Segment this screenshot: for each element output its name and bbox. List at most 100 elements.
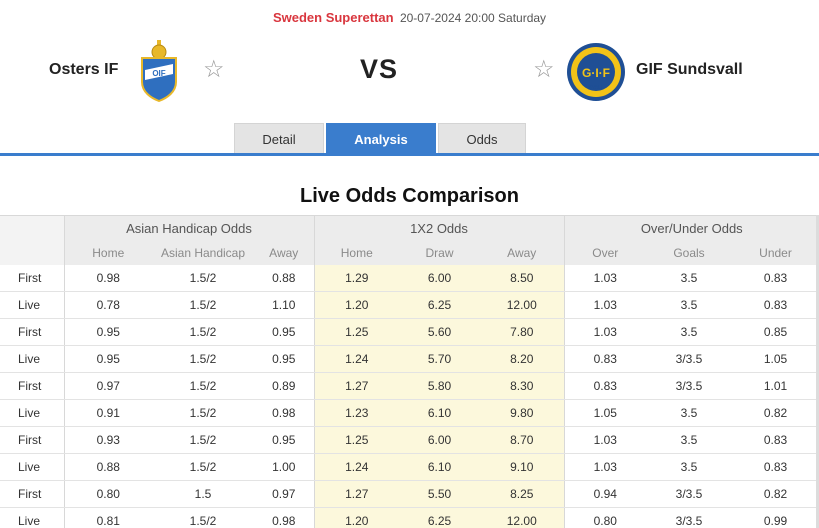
1x2-away-odds[interactable]: 7.80 [480, 318, 564, 346]
ah-home-odds[interactable]: 0.93 [63, 426, 152, 454]
ah-home-odds[interactable]: 0.95 [63, 345, 152, 373]
league-name[interactable]: Sweden Superettan [272, 10, 394, 25]
ah-handicap[interactable]: 1.5 [152, 480, 254, 508]
ou-over-odds[interactable]: 1.03 [563, 426, 646, 454]
ah-away-odds[interactable]: 1.00 [254, 453, 314, 481]
1x2-home-odds[interactable]: 1.23 [313, 399, 399, 427]
ah-away-odds[interactable]: 0.98 [254, 399, 314, 427]
1x2-away-odds[interactable]: 8.70 [480, 426, 564, 454]
ou-over-odds[interactable]: 1.05 [563, 399, 646, 427]
ou-goals[interactable]: 3/3.5 [646, 480, 732, 508]
ou-under-odds[interactable]: 0.83 [732, 264, 819, 292]
home-team-name[interactable]: Osters IF [49, 61, 119, 78]
ou-goals[interactable]: 3.5 [646, 453, 732, 481]
1x2-away-odds[interactable]: 8.30 [480, 372, 564, 400]
scrollbar-edge[interactable] [816, 215, 819, 528]
1x2-draw-odds[interactable]: 6.00 [399, 426, 480, 454]
ou-over-odds[interactable]: 0.83 [563, 372, 646, 400]
1x2-draw-odds[interactable]: 6.25 [399, 291, 480, 319]
ah-handicap[interactable]: 1.5/2 [152, 318, 254, 346]
1x2-home-odds[interactable]: 1.25 [313, 318, 399, 346]
ou-over-odds[interactable]: 1.03 [563, 291, 646, 319]
ah-handicap[interactable]: 1.5/2 [152, 345, 254, 373]
table-row[interactable]: Live 0.88 1.5/2 1.00 1.24 6.10 9.10 1.03 3.5 0.83 [0, 453, 819, 481]
1x2-draw-odds[interactable]: 6.25 [399, 507, 480, 528]
ou-over-odds[interactable]: 0.80 [563, 507, 646, 528]
ou-under-odds[interactable]: 0.82 [732, 399, 819, 427]
ou-under-odds[interactable]: 0.85 [732, 318, 819, 346]
1x2-draw-odds[interactable]: 6.10 [399, 399, 480, 427]
ou-over-odds[interactable]: 1.03 [563, 318, 646, 346]
1x2-home-odds[interactable]: 1.20 [313, 507, 399, 528]
table-row[interactable]: First 0.93 1.5/2 0.95 1.25 6.00 8.70 1.03 3.5 0.8… [0, 426, 819, 454]
table-row[interactable]: Live 0.91 1.5/2 0.98 1.23 6.10 9.80 1.05 3.5 0.82 [0, 399, 819, 427]
1x2-away-odds[interactable]: 9.80 [480, 399, 564, 427]
ah-away-odds[interactable]: 0.95 [254, 426, 314, 454]
ou-under-odds[interactable]: 0.83 [732, 453, 819, 481]
1x2-away-odds[interactable]: 8.20 [480, 345, 564, 373]
table-row[interactable]: First 0.80 1.5 0.97 1.27 5.50 8.25 0.94 3/3.5 0.8… [0, 480, 819, 508]
1x2-away-odds[interactable]: 8.25 [480, 480, 564, 508]
tab-odds[interactable]: Odds [438, 123, 526, 154]
1x2-draw-odds[interactable]: 6.10 [399, 453, 480, 481]
table-row[interactable]: Live 0.95 1.5/2 0.95 1.24 5.70 8.20 0.83 3/3.5 1.… [0, 345, 819, 373]
tab-detail[interactable]: Detail [234, 123, 324, 154]
1x2-away-odds[interactable]: 9.10 [480, 453, 564, 481]
ou-over-odds[interactable]: 1.03 [563, 453, 646, 481]
ah-handicap[interactable]: 1.5/2 [152, 453, 254, 481]
1x2-draw-odds[interactable]: 5.80 [399, 372, 480, 400]
ou-goals[interactable]: 3.5 [646, 291, 732, 319]
ah-home-odds[interactable]: 0.80 [63, 480, 152, 508]
1x2-home-odds[interactable]: 1.29 [313, 264, 399, 292]
table-row[interactable]: First 0.97 1.5/2 0.89 1.27 5.80 8.30 0.83 3/3.5 1… [0, 372, 819, 400]
1x2-draw-odds[interactable]: 6.00 [399, 264, 480, 292]
1x2-home-odds[interactable]: 1.24 [313, 345, 399, 373]
ou-goals[interactable]: 3.5 [646, 426, 732, 454]
ou-under-odds[interactable]: 1.05 [732, 345, 819, 373]
ou-over-odds[interactable]: 0.83 [563, 345, 646, 373]
1x2-home-odds[interactable]: 1.20 [313, 291, 399, 319]
ah-handicap[interactable]: 1.5/2 [152, 264, 254, 292]
ah-away-odds[interactable]: 1.10 [254, 291, 314, 319]
table-row[interactable]: Live 0.78 1.5/2 1.10 1.20 6.25 12.00 1.03 3.5 0.8… [0, 291, 819, 319]
1x2-draw-odds[interactable]: 5.60 [399, 318, 480, 346]
1x2-home-odds[interactable]: 1.25 [313, 426, 399, 454]
1x2-away-odds[interactable]: 12.00 [480, 291, 564, 319]
ah-home-odds[interactable]: 0.98 [63, 264, 152, 292]
tab-analysis[interactable]: Analysis [326, 123, 436, 154]
ou-goals[interactable]: 3/3.5 [646, 372, 732, 400]
ou-goals[interactable]: 3/3.5 [646, 345, 732, 373]
ah-home-odds[interactable]: 0.97 [63, 372, 152, 400]
ou-under-odds[interactable]: 0.83 [732, 291, 819, 319]
table-row[interactable]: Live 0.81 1.5/2 0.98 1.20 6.25 12.00 0.80 3/3.5 0… [0, 507, 819, 528]
ah-home-odds[interactable]: 0.95 [63, 318, 152, 346]
1x2-draw-odds[interactable]: 5.50 [399, 480, 480, 508]
ah-handicap[interactable]: 1.5/2 [152, 399, 254, 427]
ah-away-odds[interactable]: 0.89 [254, 372, 314, 400]
ah-handicap[interactable]: 1.5/2 [152, 507, 254, 528]
ou-goals[interactable]: 3.5 [646, 264, 732, 292]
ah-away-odds[interactable]: 0.88 [254, 264, 314, 292]
ou-over-odds[interactable]: 1.03 [563, 264, 646, 292]
table-row[interactable]: First 0.95 1.5/2 0.95 1.25 5.60 7.80 1.03 3.5 0.8… [0, 318, 819, 346]
1x2-home-odds[interactable]: 1.27 [313, 480, 399, 508]
away-team-name[interactable]: GIF Sundsvall [636, 61, 743, 78]
1x2-home-odds[interactable]: 1.27 [313, 372, 399, 400]
ah-home-odds[interactable]: 0.81 [63, 507, 152, 528]
ou-over-odds[interactable]: 0.94 [563, 480, 646, 508]
ou-goals[interactable]: 3.5 [646, 399, 732, 427]
ah-handicap[interactable]: 1.5/2 [152, 426, 254, 454]
ou-goals[interactable]: 3/3.5 [646, 507, 732, 528]
ou-under-odds[interactable]: 1.01 [732, 372, 819, 400]
ah-home-odds[interactable]: 0.78 [63, 291, 152, 319]
1x2-home-odds[interactable]: 1.24 [313, 453, 399, 481]
1x2-away-odds[interactable]: 12.00 [480, 507, 564, 528]
table-row[interactable]: First 0.98 1.5/2 0.88 1.29 6.00 8.50 1.03 3.5 0.8… [0, 264, 819, 292]
ou-goals[interactable]: 3.5 [646, 318, 732, 346]
ah-handicap[interactable]: 1.5/2 [152, 291, 254, 319]
ah-away-odds[interactable]: 0.98 [254, 507, 314, 528]
ah-away-odds[interactable]: 0.95 [254, 318, 314, 346]
1x2-away-odds[interactable]: 8.50 [480, 264, 564, 292]
ah-home-odds[interactable]: 0.88 [63, 453, 152, 481]
ah-home-odds[interactable]: 0.91 [63, 399, 152, 427]
